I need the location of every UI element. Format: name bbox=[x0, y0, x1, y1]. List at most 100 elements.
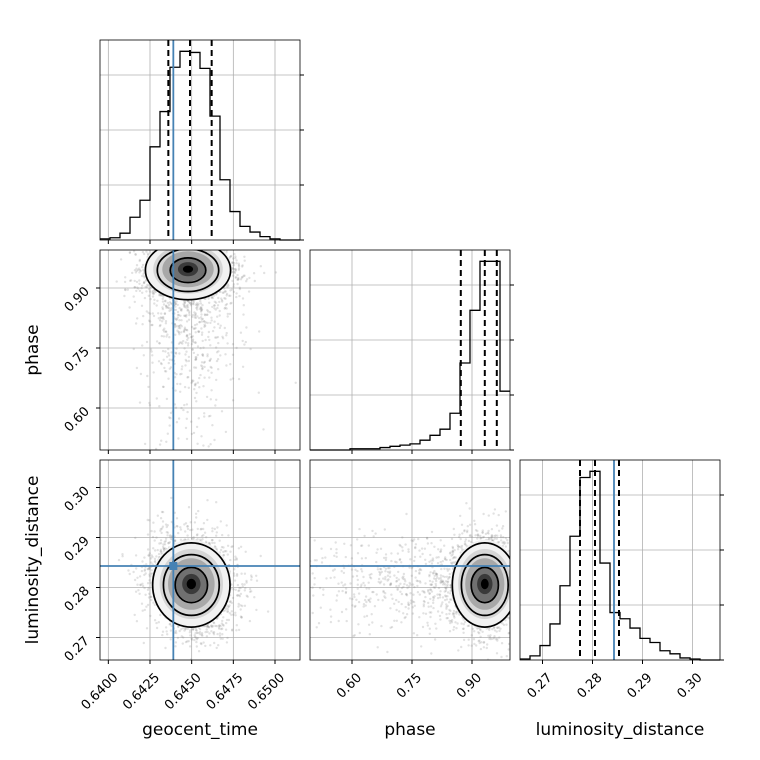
sample-point bbox=[148, 519, 151, 522]
sample-point bbox=[195, 516, 198, 519]
sample-point bbox=[255, 574, 258, 577]
sample-point bbox=[207, 297, 210, 300]
sample-point bbox=[184, 627, 187, 630]
sample-point bbox=[203, 415, 206, 418]
sample-point bbox=[133, 286, 136, 289]
sample-point bbox=[211, 329, 215, 333]
sample-point bbox=[230, 545, 233, 549]
sample-point bbox=[161, 316, 164, 320]
sample-point bbox=[134, 271, 138, 274]
sample-point bbox=[190, 432, 194, 436]
sample-point bbox=[170, 624, 173, 628]
histogram-panel-phase bbox=[309, 249, 514, 454]
sample-point bbox=[189, 246, 191, 248]
sample-point bbox=[180, 406, 183, 410]
sample-point bbox=[159, 323, 162, 327]
density-level bbox=[182, 265, 194, 273]
sample-point bbox=[164, 350, 167, 353]
sample-point bbox=[184, 358, 187, 362]
sample-point bbox=[170, 520, 173, 524]
sample-point bbox=[183, 523, 186, 526]
sample-point bbox=[132, 570, 135, 574]
sample-point bbox=[225, 294, 228, 297]
sample-point bbox=[192, 379, 195, 382]
sample-point bbox=[218, 634, 222, 637]
sample-point bbox=[234, 276, 237, 279]
sample-point bbox=[175, 517, 179, 520]
sample-point bbox=[214, 624, 217, 628]
sample-point bbox=[163, 543, 167, 546]
sample-point bbox=[208, 338, 211, 342]
sample-point bbox=[187, 342, 190, 345]
sample-point bbox=[161, 630, 165, 633]
sample-point bbox=[192, 537, 195, 540]
sample-point bbox=[187, 375, 190, 379]
sample-point bbox=[231, 261, 234, 264]
sample-point bbox=[196, 533, 199, 536]
sample-point bbox=[147, 596, 151, 599]
sample-point bbox=[183, 328, 186, 331]
sample-point bbox=[196, 305, 199, 309]
sample-point bbox=[218, 309, 221, 313]
sample-point bbox=[207, 445, 210, 448]
sample-point bbox=[142, 314, 145, 318]
sample-point bbox=[136, 583, 139, 586]
panel-border bbox=[309, 249, 511, 451]
sample-point bbox=[238, 589, 241, 592]
sample-point bbox=[191, 628, 195, 631]
sample-point bbox=[191, 313, 195, 317]
sample-point bbox=[185, 403, 189, 406]
sample-point bbox=[134, 590, 138, 593]
sample-point bbox=[231, 399, 235, 402]
sample-point bbox=[234, 276, 238, 279]
sample-point bbox=[133, 300, 136, 304]
sample-point bbox=[179, 373, 182, 376]
sample-point bbox=[188, 301, 191, 304]
sample-point bbox=[237, 276, 240, 280]
sample-point bbox=[164, 299, 167, 302]
sample-point bbox=[183, 385, 187, 389]
sample-point bbox=[183, 314, 187, 318]
sample-point bbox=[179, 323, 182, 327]
sample-point bbox=[160, 527, 164, 530]
sample-point bbox=[197, 330, 201, 333]
sample-point bbox=[220, 622, 224, 625]
panel-background bbox=[310, 250, 510, 450]
sample-point bbox=[126, 288, 129, 291]
sample-point bbox=[152, 521, 155, 524]
sample-point bbox=[208, 246, 210, 248]
sample-point bbox=[200, 313, 203, 316]
sample-point bbox=[201, 353, 204, 356]
sample-point bbox=[138, 271, 141, 274]
sample-point bbox=[241, 275, 244, 279]
sample-point bbox=[209, 398, 212, 401]
sample-point bbox=[232, 267, 235, 271]
sample-point bbox=[199, 306, 202, 309]
sample-point bbox=[138, 282, 141, 285]
sample-point bbox=[119, 258, 123, 261]
sample-point bbox=[214, 404, 217, 407]
sample-point bbox=[233, 271, 236, 275]
sample-point bbox=[210, 366, 213, 369]
sample-point bbox=[142, 252, 146, 256]
sample-point bbox=[210, 539, 214, 542]
sample-point bbox=[164, 320, 168, 323]
sample-point bbox=[219, 354, 222, 357]
sample-point bbox=[213, 243, 215, 245]
sample-point bbox=[185, 248, 187, 250]
sample-point bbox=[188, 310, 191, 313]
sample-point bbox=[172, 241, 174, 243]
sample-point bbox=[188, 369, 192, 372]
sample-point bbox=[218, 326, 222, 330]
sample-point bbox=[181, 243, 183, 245]
sample-point bbox=[222, 624, 225, 627]
sample-point bbox=[202, 444, 205, 447]
sample-point bbox=[207, 625, 211, 629]
sample-point bbox=[214, 301, 218, 304]
sample-point bbox=[226, 544, 230, 547]
sample-point bbox=[145, 627, 149, 630]
sample-point bbox=[217, 350, 220, 353]
sample-point bbox=[215, 247, 217, 249]
sample-point bbox=[204, 630, 207, 634]
sample-point bbox=[153, 291, 156, 294]
